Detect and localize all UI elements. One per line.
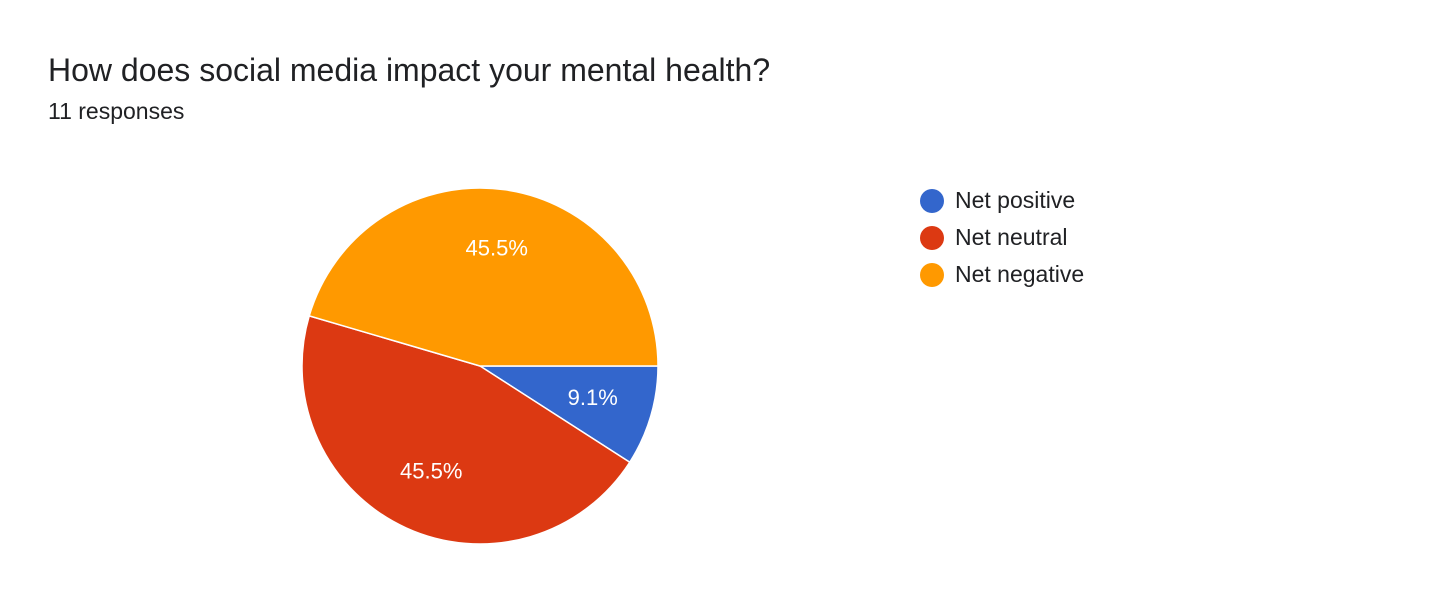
pie-slice-net-negative[interactable] (308, 187, 659, 367)
slice-label-net-negative: 45.5% (466, 236, 528, 261)
response-count: 11 responses (48, 98, 185, 124)
slice-label-net-neutral: 45.5% (400, 459, 462, 484)
legend-swatch (920, 225, 944, 250)
pie-chart: 9.1% 45.5% 45.5% (301, 187, 659, 545)
legend-item-net-positive[interactable]: Net positive (920, 182, 1084, 219)
legend-label: Net negative (955, 261, 1085, 287)
pie-slice-net-neutral[interactable] (301, 314, 631, 545)
chart-legend: Net positive Net neutral Net negative (920, 182, 1084, 293)
legend-label: Net positive (955, 187, 1076, 213)
legend-label: Net neutral (955, 224, 1068, 250)
legend-item-net-negative[interactable]: Net negative (920, 256, 1084, 293)
pie-slice-net-positive[interactable] (477, 365, 659, 464)
legend-swatch (920, 188, 944, 213)
legend-swatch (920, 262, 944, 287)
legend-item-net-neutral[interactable]: Net neutral (920, 219, 1084, 256)
chart-title: How does social media impact your mental… (48, 52, 771, 88)
slice-label-net-positive: 9.1% (568, 385, 618, 410)
